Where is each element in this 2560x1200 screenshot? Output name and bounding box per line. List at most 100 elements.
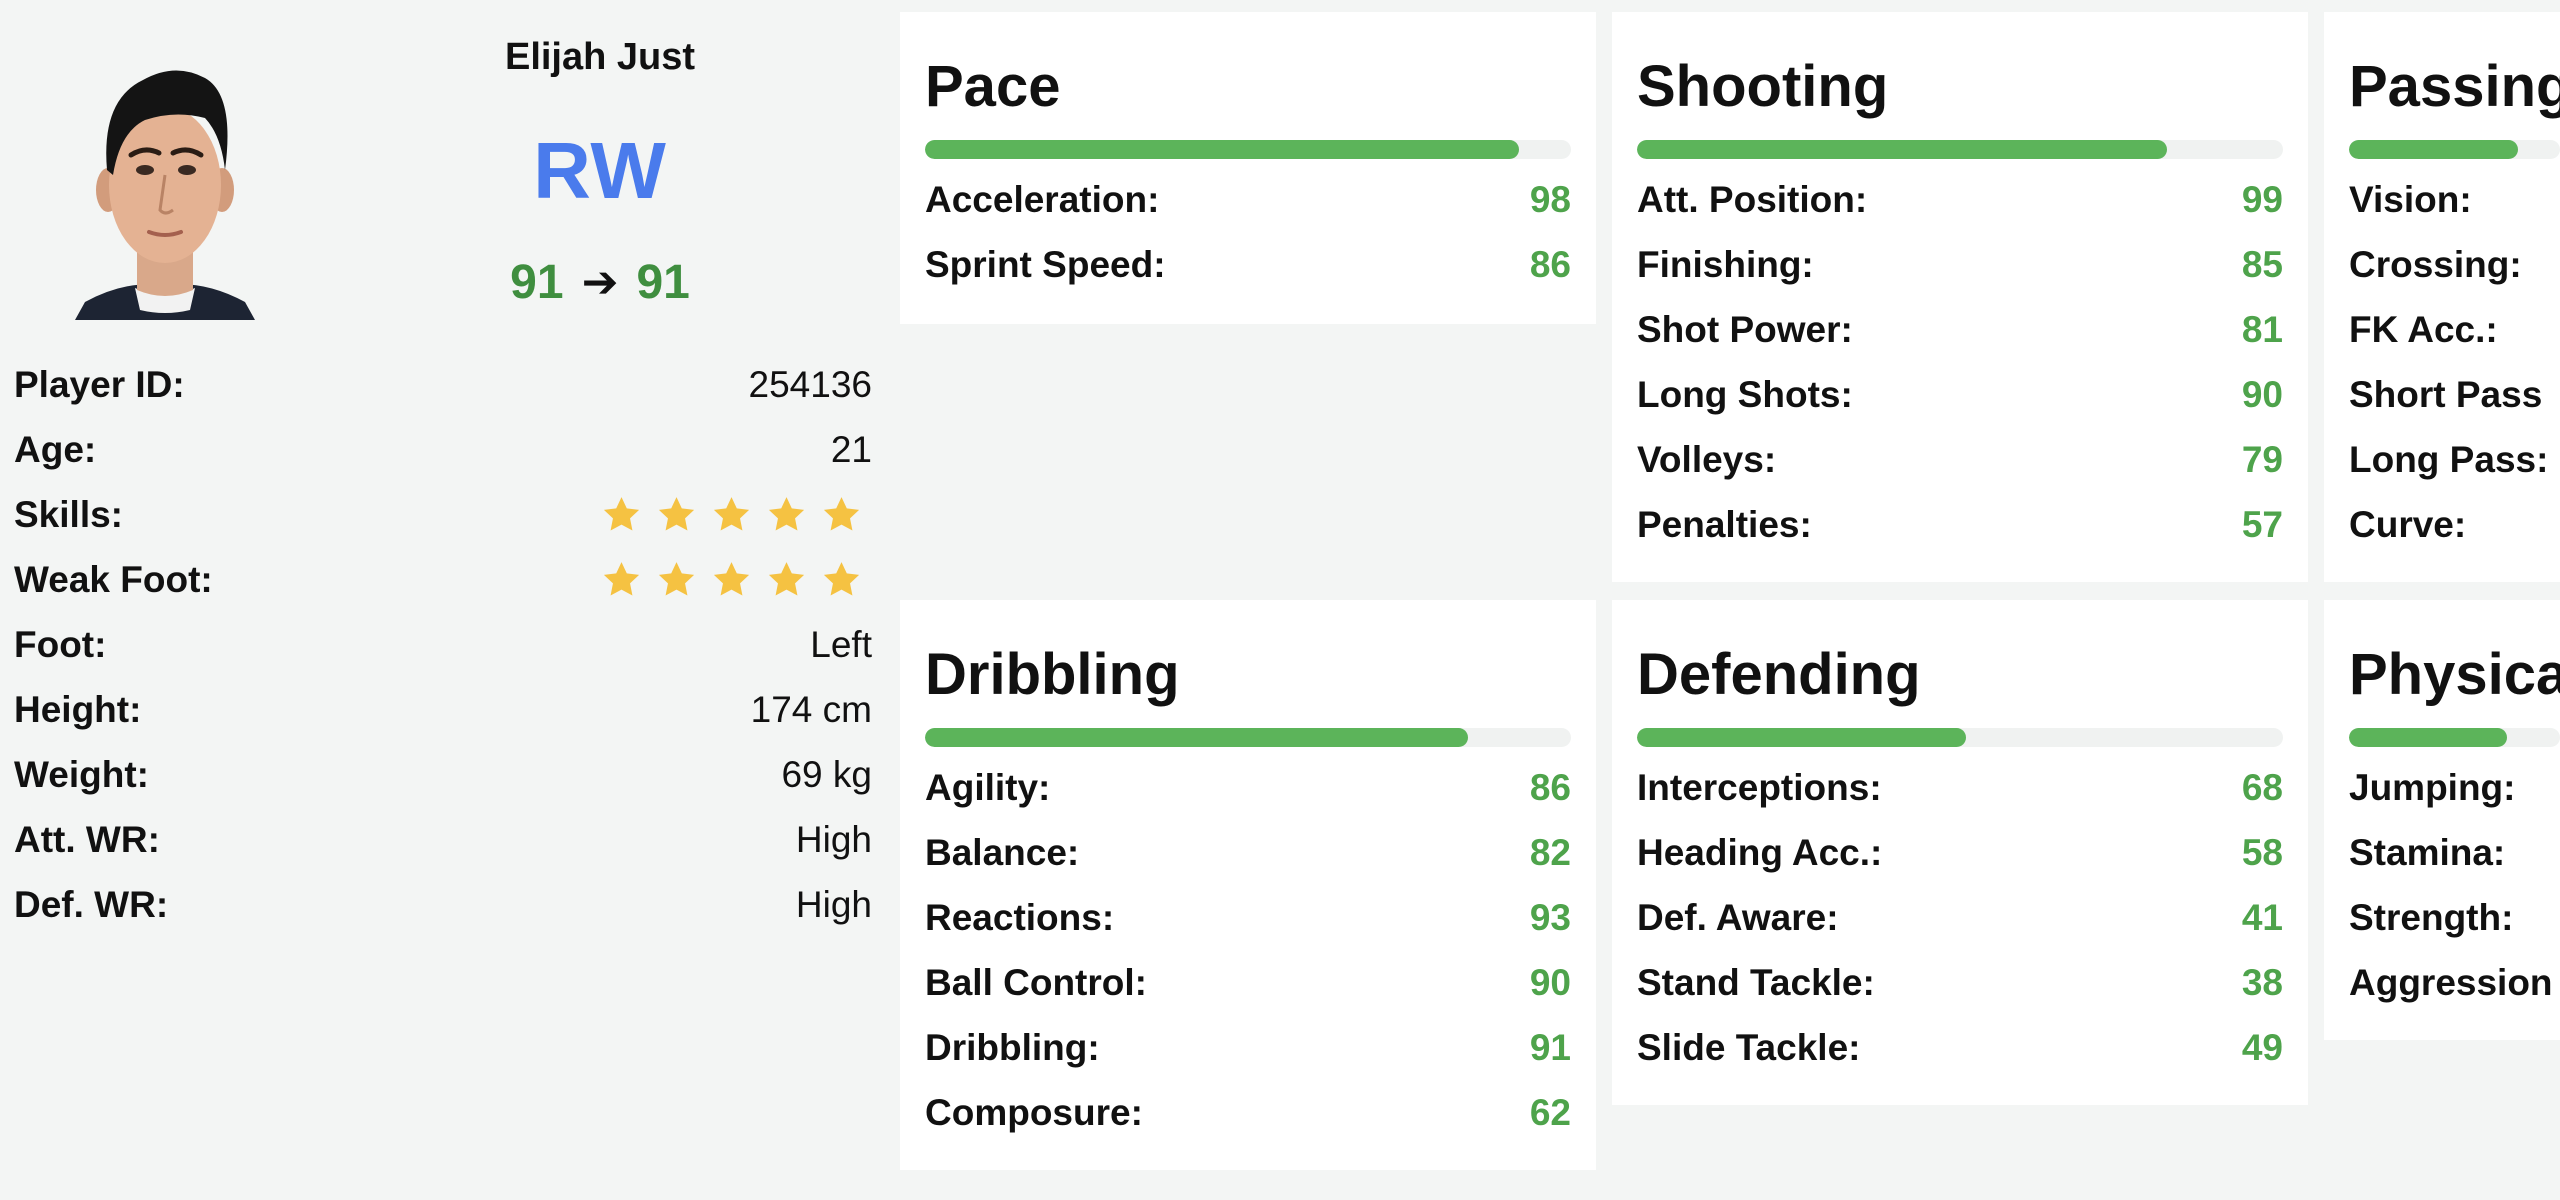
category-bar-fill xyxy=(2349,140,2518,159)
stat-value: 41 xyxy=(2241,896,2283,938)
stat-list: Interceptions: 68 Heading Acc.: 58 Def. Awar… xyxy=(1637,755,2283,1080)
player-photo xyxy=(65,40,265,320)
category-bar xyxy=(1637,728,2283,747)
info-row-age: Age: 21 xyxy=(14,417,872,482)
stat-label: Strength: xyxy=(2349,896,2514,938)
category-bar xyxy=(925,728,1571,747)
info-label: Weak Foot: xyxy=(14,558,213,600)
stat-label: Volleys: xyxy=(1637,438,1777,480)
stat-value: 86 xyxy=(1529,766,1571,808)
skills-stars xyxy=(601,494,862,535)
player-position: RW xyxy=(533,126,667,215)
info-row-att-wr: Att. WR: High xyxy=(14,807,872,872)
player-info-list: Player ID: 254136 Age: 21 Skills: Weak F… xyxy=(14,352,872,937)
info-row-weak-foot: Weak Foot: xyxy=(14,547,872,612)
star-icon xyxy=(711,559,752,600)
stat-row: Penalties: 57 xyxy=(1637,492,2283,557)
info-label: Weight: xyxy=(14,753,149,795)
stat-value: 86 xyxy=(1529,243,1571,285)
stat-label: Dribbling: xyxy=(925,1026,1100,1068)
stat-value: 90 xyxy=(1529,961,1571,1003)
stat-card-defending: Defending Interceptions: 68 Heading Acc.: 5… xyxy=(1612,600,2308,1105)
info-label: Age: xyxy=(14,428,97,470)
stat-label: FK Acc.: xyxy=(2349,308,2498,350)
card-title: Physical xyxy=(2349,642,2560,707)
star-icon xyxy=(766,494,807,535)
star-icon xyxy=(601,559,642,600)
info-row-skills: Skills: xyxy=(14,482,872,547)
info-row-def-wr: Def. WR: High xyxy=(14,872,872,937)
category-bar-fill xyxy=(2349,728,2508,747)
stat-row: Shot Power: 81 xyxy=(1637,297,2283,362)
info-row-weight: Weight: 69 kg xyxy=(14,742,872,807)
stat-label: Balance: xyxy=(925,831,1080,873)
stat-label: Aggression xyxy=(2349,961,2553,1003)
stat-row: Stamina: xyxy=(2349,820,2560,885)
info-row-player-id: Player ID: 254136 xyxy=(14,352,872,417)
stat-value: 99 xyxy=(2241,178,2283,220)
stat-value: 38 xyxy=(2241,961,2283,1003)
stat-row: Vision: xyxy=(2349,167,2560,232)
info-label: Att. WR: xyxy=(14,818,160,860)
star-icon xyxy=(656,494,697,535)
category-bar xyxy=(925,140,1571,159)
stat-label: Ball Control: xyxy=(925,961,1147,1003)
stat-value: 93 xyxy=(1529,896,1571,938)
category-bar xyxy=(1637,140,2283,159)
stat-row: Long Pass: xyxy=(2349,427,2560,492)
stat-label: Heading Acc.: xyxy=(1637,831,1883,873)
stat-list: Agility: 86 Balance: 82 Reactions: 93 Ball Con… xyxy=(925,755,1571,1145)
card-title: Passing xyxy=(2349,54,2560,119)
category-bar-fill xyxy=(1637,728,1967,747)
stat-card-pace: Pace Acceleration: 98 Sprint Speed: 86 xyxy=(900,12,1596,324)
stat-list: Acceleration: 98 Sprint Speed: 86 xyxy=(925,167,1571,297)
stat-label: Curve: xyxy=(2349,503,2467,545)
stat-row: Dribbling: 91 xyxy=(925,1015,1571,1080)
card-title: Pace xyxy=(925,54,1061,119)
stat-label: Shot Power: xyxy=(1637,308,1853,350)
stat-label: Long Shots: xyxy=(1637,373,1853,415)
info-label: Def. WR: xyxy=(14,883,169,925)
stat-row: Balance: 82 xyxy=(925,820,1571,885)
stat-label: Finishing: xyxy=(1637,243,1814,285)
info-value: 174 cm xyxy=(750,688,872,730)
stat-label: Agility: xyxy=(925,766,1051,808)
star-icon xyxy=(766,559,807,600)
stat-list: Vision: Crossing: FK Acc.: Short Pass Long P… xyxy=(2349,167,2560,557)
stat-row: Volleys: 79 xyxy=(1637,427,2283,492)
player-profile: Elijah Just RW 91 ➔ 91 Player ID: 254136… xyxy=(0,0,880,1200)
stat-value: 62 xyxy=(1529,1091,1571,1133)
info-label: Height: xyxy=(14,688,142,730)
stat-value: 85 xyxy=(2241,243,2283,285)
stat-value: 81 xyxy=(2241,308,2283,350)
info-value: Left xyxy=(810,623,872,665)
stat-row: Crossing: xyxy=(2349,232,2560,297)
stat-row: Aggression xyxy=(2349,950,2560,1015)
info-value: High xyxy=(795,818,872,860)
weak-foot-stars xyxy=(601,559,862,600)
info-label: Skills: xyxy=(14,493,123,535)
stat-value: 98 xyxy=(1529,178,1571,220)
stat-row: Ball Control: 90 xyxy=(925,950,1571,1015)
stat-card-dribbling: Dribbling Agility: 86 Balance: 82 Reactions:… xyxy=(900,600,1596,1170)
info-value: High xyxy=(795,883,872,925)
stat-label: Stand Tackle: xyxy=(1637,961,1875,1003)
star-icon xyxy=(821,494,862,535)
stat-row: Strength: xyxy=(2349,885,2560,950)
stat-row: Acceleration: 98 xyxy=(925,167,1571,232)
card-title: Dribbling xyxy=(925,642,1180,707)
stat-row: Short Pass xyxy=(2349,362,2560,427)
stat-row: Composure: 62 xyxy=(925,1080,1571,1145)
stat-label: Penalties: xyxy=(1637,503,1812,545)
stat-row: Stand Tackle: 38 xyxy=(1637,950,2283,1015)
star-icon xyxy=(711,494,752,535)
stat-label: Crossing: xyxy=(2349,243,2522,285)
stat-value: 57 xyxy=(2241,503,2283,545)
star-icon xyxy=(656,559,697,600)
category-bar-fill xyxy=(925,140,1520,159)
category-bar xyxy=(2349,728,2560,747)
category-bar xyxy=(2349,140,2560,159)
info-label: Foot: xyxy=(14,623,107,665)
info-value: 69 kg xyxy=(781,753,872,795)
stat-row: Slide Tackle: 49 xyxy=(1637,1015,2283,1080)
